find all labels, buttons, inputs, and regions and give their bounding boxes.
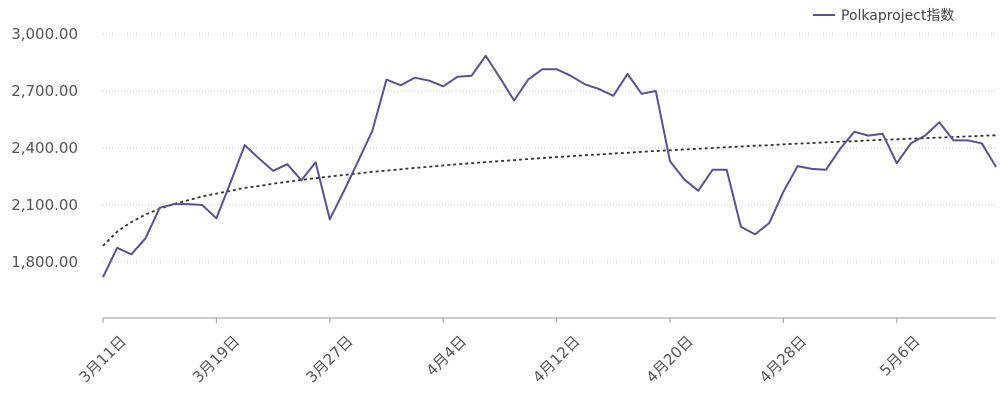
series-line-polkaproject bbox=[102, 54, 997, 278]
y-axis-tick-labels: 1,800.00 2,100.00 2,400.00 2,700.00 3,000.00 bbox=[11, 25, 78, 271]
x-tick-label: 3月27日 bbox=[302, 332, 356, 386]
legend-label: Polkaproject指数 bbox=[841, 8, 954, 24]
y-tick-label: 2,100.00 bbox=[11, 196, 78, 214]
y-tick-label: 3,000.00 bbox=[11, 25, 78, 43]
y-tick-label: 2,700.00 bbox=[11, 82, 78, 100]
x-tick-label: 3月19日 bbox=[189, 332, 243, 386]
x-tick-label: 4月4日 bbox=[423, 332, 470, 379]
x-tick-label: 5月6日 bbox=[876, 332, 923, 379]
trend-line bbox=[102, 134, 997, 247]
y-tick-label: 1,800.00 bbox=[11, 253, 78, 271]
x-tick-label: 4月28日 bbox=[756, 332, 810, 386]
legend[interactable]: Polkaproject指数 bbox=[813, 8, 954, 24]
x-tick-label: 4月12日 bbox=[529, 332, 583, 386]
x-tick-label: 3月11日 bbox=[76, 332, 130, 386]
grid-lines bbox=[103, 33, 996, 263]
x-tick-label: 4月20日 bbox=[643, 332, 697, 386]
x-axis-tick-labels: 3月11日 3月19日 3月27日 4月4日 4月12日 4月20日 4月28日 5月6日 bbox=[76, 318, 924, 386]
y-tick-label: 2,400.00 bbox=[11, 139, 78, 157]
